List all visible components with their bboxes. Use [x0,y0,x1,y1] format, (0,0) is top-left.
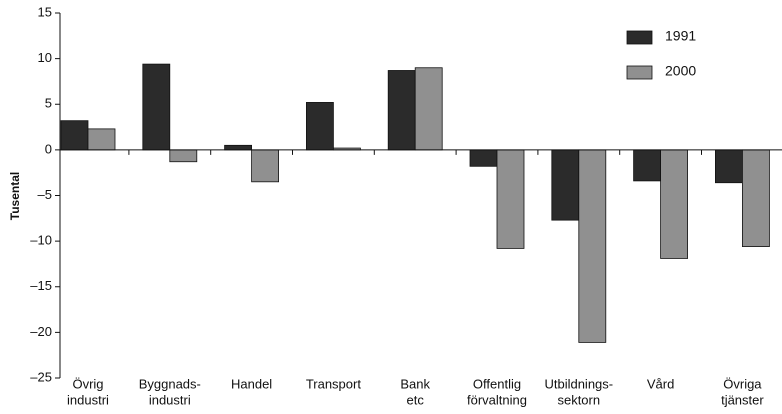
bar [742,149,770,247]
x-tick-label: Transport [306,376,362,391]
bar [469,149,498,167]
bar [660,149,688,259]
bar [496,149,525,249]
bar [87,128,116,151]
x-tick-label: sektorn [557,392,600,407]
bar [633,149,661,182]
bar [60,120,89,151]
x-tick-label: tjänster [721,392,764,407]
x-tick-label: Utbildnings- [544,376,613,391]
bar [578,149,607,343]
bar [414,67,443,151]
x-tick-label: Övrig [72,376,103,391]
y-axis-label: Tusental [8,172,22,220]
y-tick-label: 10 [38,50,52,65]
bar [251,149,280,183]
x-tick-label: industri [149,392,191,407]
y-tick-label: 15 [38,4,52,19]
bar [142,63,171,151]
y-tick-label: 0 [45,141,52,156]
legend-label: 2000 [665,63,696,79]
bar [715,149,743,184]
x-tick-label: Bank [400,376,430,391]
bar [224,144,253,151]
x-tick-label: Övriga [723,376,762,391]
y-tick-label: 5 [45,96,52,111]
legend-swatch [626,65,653,80]
x-tick-label: Offentlig [473,376,521,391]
x-tick-label: Handel [231,376,272,391]
x-tick-label: Byggnads- [139,376,201,391]
x-tick-label: förvaltning [467,392,527,407]
legend-swatch [626,30,653,45]
x-tick-label: industri [67,392,109,407]
bar [387,70,416,151]
y-tick-label: –5 [38,187,52,202]
x-tick-label: Vård [647,376,674,391]
y-tick-label: –20 [30,324,52,339]
x-tick-label: etc [407,392,425,407]
y-tick-label: –15 [30,278,52,293]
y-tick-label: –10 [30,233,52,248]
y-tick-label: –25 [30,369,52,384]
bar [169,149,198,163]
bar [551,149,580,221]
bar [305,102,334,151]
legend-label: 1991 [665,28,696,44]
